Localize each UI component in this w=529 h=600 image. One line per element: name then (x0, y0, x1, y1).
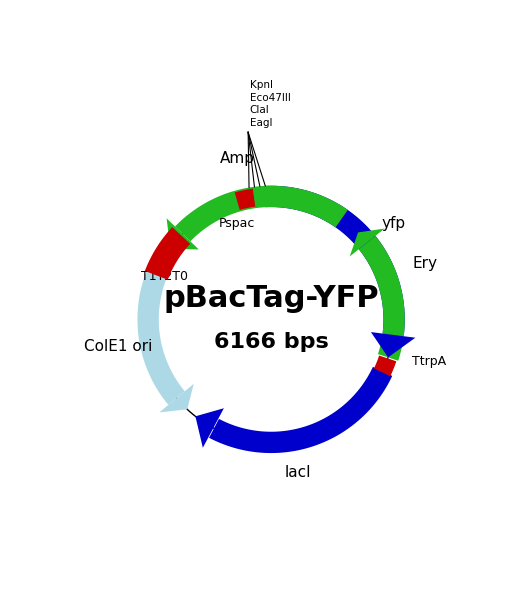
Text: 6166 bps: 6166 bps (214, 332, 329, 352)
Polygon shape (159, 384, 194, 412)
Polygon shape (195, 408, 224, 448)
Text: pBacTag-YFP: pBacTag-YFP (163, 284, 379, 313)
Text: T1T2T0: T1T2T0 (141, 270, 188, 283)
Polygon shape (209, 367, 392, 453)
Polygon shape (374, 356, 396, 376)
Polygon shape (371, 332, 415, 358)
Text: yfp: yfp (382, 216, 406, 231)
Text: lacI: lacI (285, 466, 312, 481)
Polygon shape (264, 186, 405, 335)
Polygon shape (145, 227, 190, 280)
Polygon shape (175, 186, 348, 241)
Polygon shape (167, 218, 199, 250)
Polygon shape (235, 188, 256, 210)
Polygon shape (138, 263, 185, 405)
Text: Ery: Ery (413, 256, 437, 271)
Text: Amp: Amp (220, 151, 254, 166)
Polygon shape (359, 236, 405, 361)
Polygon shape (350, 229, 385, 257)
Text: TtrpA: TtrpA (412, 355, 446, 368)
Text: ColE1 ori: ColE1 ori (84, 339, 152, 354)
Text: Pspac: Pspac (219, 217, 256, 230)
Text: KpnI
Eco47III
ClaI
EagI: KpnI Eco47III ClaI EagI (250, 80, 290, 128)
